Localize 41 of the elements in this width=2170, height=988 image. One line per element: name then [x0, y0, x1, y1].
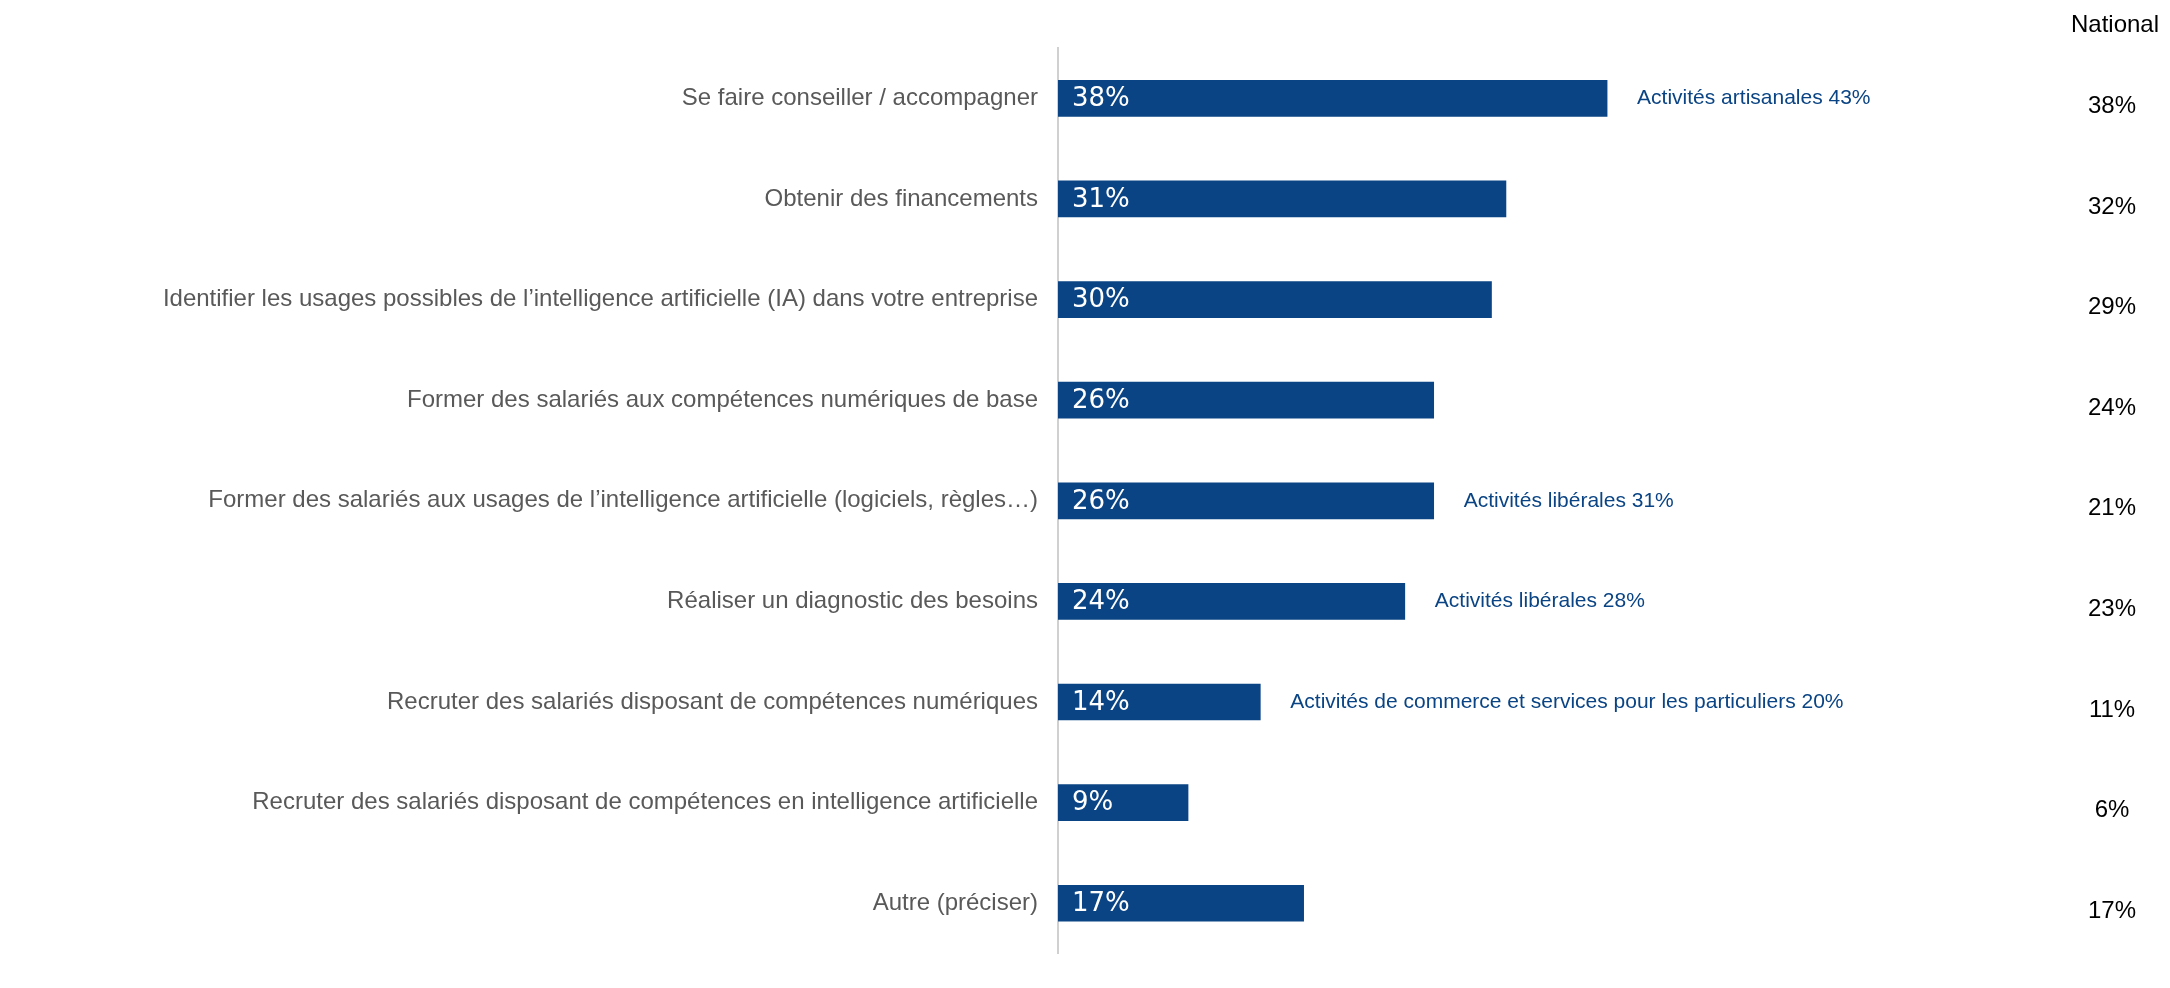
y-tick-label: Identifier les usages possibles de l’intelligence artificielle (IA) dans votre entreprise — [162, 284, 1038, 312]
data-label: 26% — [1072, 484, 1130, 515]
text: 6% — [2094, 795, 2130, 823]
data-label: 26% — [1072, 383, 1130, 414]
bar — [1058, 583, 1406, 620]
annotation: Activités libérales 31% — [1463, 487, 1674, 511]
text: 24% — [2087, 392, 2137, 420]
bar — [1058, 381, 1435, 419]
text: 17% — [2087, 895, 2137, 923]
data-label: 38% — [1072, 82, 1130, 113]
data-label: 14% — [1072, 685, 1130, 716]
data-label: 9% — [1072, 786, 1114, 817]
data-label: 24% — [1072, 585, 1130, 616]
bar — [1058, 180, 1507, 218]
annotation: Activités artisanales 43% — [1637, 85, 1871, 109]
text: 11% — [2088, 694, 2136, 722]
y-tick-label: Recruter des salariés disposant de compétences en intelligence artificielle — [252, 787, 1038, 815]
text: 38% — [2087, 90, 2137, 118]
data-label: 30% — [1072, 283, 1130, 314]
bar — [1058, 784, 1189, 821]
bar — [1058, 683, 1261, 721]
y-tick-label: Recruter des salariés disposant de compétences numériques — [386, 686, 1038, 714]
y-tick-label: Former des salariés aux usages de l’intelligence artificielle (logiciels, règles…) — [208, 485, 1038, 513]
bar — [1058, 482, 1435, 520]
text: 23% — [2087, 594, 2137, 622]
y-tick-label: Réaliser un diagnostic des besoins — [667, 586, 1038, 614]
y-tick-label: Se faire conseiller / accompagner — [681, 82, 1038, 110]
text: National — [2070, 9, 2160, 37]
text: 29% — [2087, 292, 2137, 320]
annotation: Activités libérales 28% — [1434, 588, 1645, 612]
y-tick-label: Former des salariés aux compétences numériques de base — [407, 384, 1038, 412]
bar — [1058, 79, 1608, 117]
annotation: Activités de commerce et services pour les particuliers 20% — [1290, 688, 1844, 712]
text: 32% — [2087, 191, 2137, 219]
data-label: 31% — [1072, 182, 1130, 213]
y-tick-label: Autre (préciser) — [872, 887, 1038, 915]
y-tick-label: Obtenir des financements — [764, 183, 1038, 211]
data-label: 17% — [1072, 887, 1130, 918]
bar — [1058, 884, 1304, 922]
text: 21% — [2087, 493, 2137, 521]
bar — [1058, 281, 1492, 318]
